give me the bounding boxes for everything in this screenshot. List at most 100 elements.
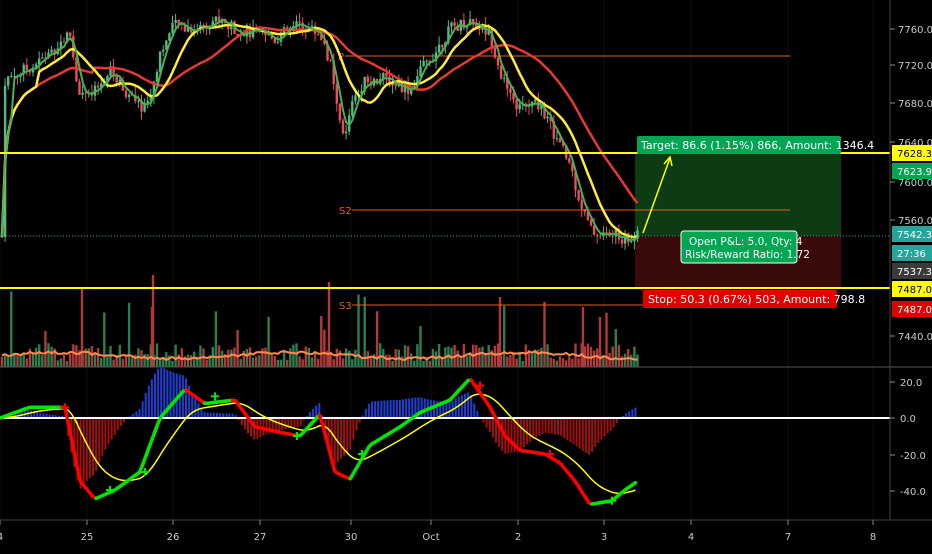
volume-bar bbox=[261, 348, 263, 367]
volume-bar bbox=[292, 345, 294, 367]
volume-bar bbox=[582, 307, 584, 367]
candle-body bbox=[137, 101, 139, 102]
volume-bar bbox=[484, 354, 486, 367]
candle-body bbox=[534, 100, 536, 102]
volume-bar bbox=[289, 348, 291, 367]
volume-bar bbox=[258, 355, 260, 367]
candle-body bbox=[69, 33, 71, 37]
volume-bar bbox=[593, 351, 595, 367]
candle-body bbox=[577, 190, 579, 200]
macd-hist-bar bbox=[284, 418, 286, 429]
macd-hist-bar bbox=[83, 418, 85, 485]
volume-bar bbox=[624, 354, 626, 367]
time-tick-label: 4 bbox=[688, 532, 694, 543]
price-badge-label: 7542.3 bbox=[897, 230, 932, 241]
macd-hist-bar bbox=[145, 393, 147, 418]
volume-bar bbox=[364, 297, 366, 367]
volume-bar bbox=[32, 353, 34, 367]
macd-hist-bar bbox=[151, 379, 153, 418]
macd-hist-bar bbox=[458, 397, 460, 418]
volume-bar bbox=[630, 355, 632, 367]
volume-bar bbox=[233, 348, 235, 367]
volume-bar bbox=[63, 355, 65, 367]
macd-hist-bar bbox=[545, 418, 547, 433]
volume-bar bbox=[559, 356, 561, 367]
macd-hist-bar bbox=[557, 418, 559, 435]
macd-segment bbox=[632, 483, 635, 485]
macd-hist-bar bbox=[631, 409, 633, 418]
volume-bar bbox=[286, 360, 288, 367]
volume-bar bbox=[320, 316, 322, 367]
volume-bar bbox=[577, 358, 579, 367]
candle-body bbox=[497, 58, 499, 66]
price-tick-label: 7600.0 bbox=[898, 178, 932, 189]
macd-hist-bar bbox=[476, 411, 478, 418]
macd-tick-label: -40.0 bbox=[900, 487, 926, 498]
volume-bar bbox=[131, 357, 133, 367]
candle-body bbox=[339, 104, 341, 121]
candle-body bbox=[267, 34, 269, 35]
macd-hist-bar bbox=[95, 418, 97, 471]
macd-hist-bar bbox=[185, 378, 187, 418]
volume-bar bbox=[546, 344, 548, 367]
volume-bar bbox=[587, 344, 589, 367]
volume-bar bbox=[35, 348, 37, 367]
macd-hist-bar bbox=[576, 418, 578, 446]
macd-hist-bar bbox=[566, 418, 568, 440]
candle-body bbox=[472, 19, 474, 22]
volume-bar bbox=[60, 358, 62, 367]
macd-hist-bar bbox=[201, 408, 203, 418]
macd-hist-bar bbox=[433, 400, 435, 418]
macd-hist-bar bbox=[117, 418, 119, 430]
candle-body bbox=[345, 131, 347, 133]
macd-hist-bar bbox=[470, 395, 472, 418]
volume-bar bbox=[457, 351, 459, 367]
candle-body bbox=[26, 65, 28, 70]
volume-bar bbox=[81, 287, 83, 367]
volume-bar bbox=[317, 359, 319, 367]
macd-tick-label: 20.0 bbox=[900, 378, 922, 389]
macd-hist-bar bbox=[511, 418, 513, 453]
volume-bar bbox=[323, 330, 325, 367]
candle-body bbox=[354, 95, 356, 101]
volume-bar bbox=[267, 317, 269, 367]
macd-hist-bar bbox=[582, 418, 584, 451]
candle-body bbox=[81, 93, 83, 95]
volume-bar bbox=[193, 352, 195, 367]
macd-hist-bar bbox=[588, 418, 590, 455]
stop-text: Stop: 50.3 (0.67%) 503, Amount: 798.8 bbox=[648, 293, 865, 306]
macd-hist-bar bbox=[579, 418, 581, 449]
macd-hist-bar bbox=[405, 399, 407, 418]
macd-hist-bar bbox=[610, 418, 612, 431]
macd-hist-bar bbox=[241, 418, 243, 425]
macd-hist-bar bbox=[467, 393, 469, 418]
macd-hist-bar bbox=[585, 418, 587, 453]
volume-bar bbox=[7, 357, 9, 367]
volume-bar bbox=[199, 345, 201, 367]
volume-bar bbox=[509, 355, 511, 367]
candle-body bbox=[401, 82, 403, 91]
candle-body bbox=[581, 200, 583, 209]
time-tick-label: 27 bbox=[254, 532, 267, 543]
volume-bar bbox=[66, 361, 68, 367]
candle-body bbox=[317, 34, 319, 35]
volume-bar bbox=[50, 347, 52, 367]
candle-body bbox=[450, 22, 452, 26]
candle-body bbox=[426, 61, 428, 62]
macd-hist-bar bbox=[114, 418, 116, 435]
macd-hist-bar bbox=[393, 400, 395, 418]
pivot-s2-label: S2 bbox=[339, 206, 352, 217]
volume-bar bbox=[562, 358, 564, 367]
volume-bar bbox=[94, 354, 96, 367]
macd-hist-bar bbox=[554, 418, 556, 434]
macd-hist-bar bbox=[312, 409, 314, 418]
candle-body bbox=[125, 91, 127, 97]
volume-bar bbox=[410, 353, 412, 367]
macd-hist-bar bbox=[334, 418, 336, 465]
macd-hist-bar bbox=[86, 418, 88, 481]
macd-hist-bar bbox=[142, 401, 144, 418]
volume-bar bbox=[264, 347, 266, 367]
volume-bar bbox=[174, 345, 176, 367]
